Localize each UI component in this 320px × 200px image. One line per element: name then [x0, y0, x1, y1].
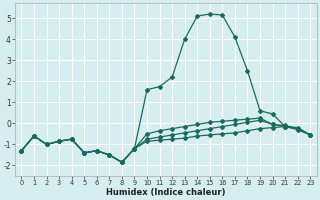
X-axis label: Humidex (Indice chaleur): Humidex (Indice chaleur) [106, 188, 226, 197]
